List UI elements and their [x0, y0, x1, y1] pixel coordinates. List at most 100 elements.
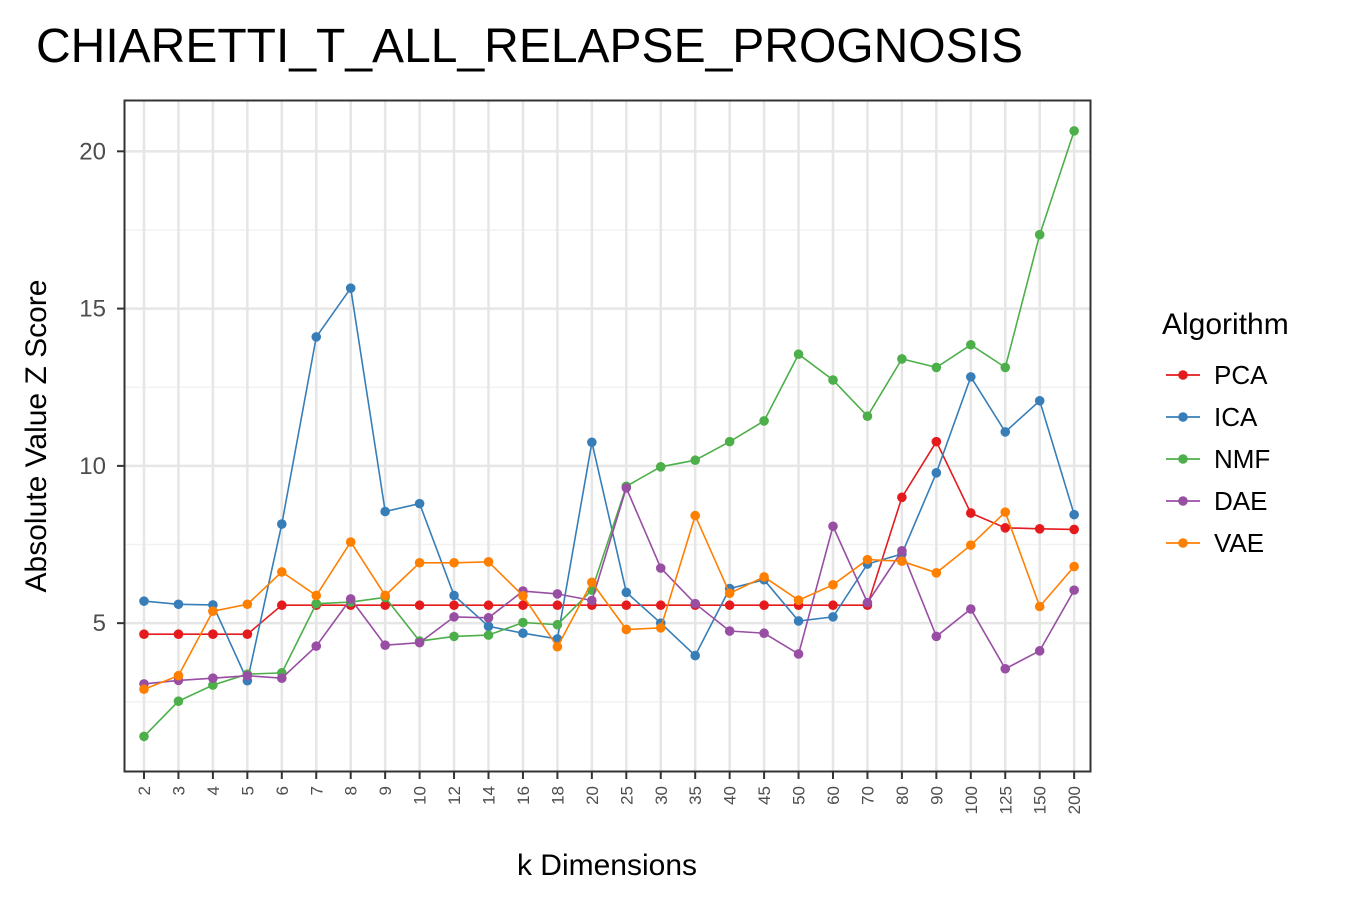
data-point [173, 696, 184, 706]
x-tick-label: 18 [548, 786, 567, 805]
y-tick-label: 20 [79, 138, 106, 165]
y-tick-label: 5 [93, 610, 106, 637]
chart-title: CHIARETTI_T_ALL_RELAPSE_PROGNOSIS [36, 20, 1023, 73]
data-point [655, 600, 666, 611]
data-point [345, 594, 356, 604]
data-point [655, 462, 666, 472]
data-point [449, 557, 459, 568]
data-point [966, 372, 976, 382]
data-point [345, 537, 356, 547]
data-point [793, 349, 804, 360]
data-point [380, 600, 390, 611]
data-point [380, 590, 390, 601]
data-point [793, 595, 804, 605]
x-tick-label: 25 [617, 786, 636, 805]
x-axis: 2 3 4 5 6 7 8 9 10 12 14 16 18 20 25 30 35 40 45 50 60 70 80 90… [135, 772, 1084, 814]
x-tick-label: 30 [652, 786, 671, 805]
data-point [173, 670, 184, 681]
x-tick-label: 8 [342, 786, 361, 795]
data-point [311, 598, 322, 609]
data-point [862, 411, 873, 421]
data-point [862, 597, 873, 608]
data-point [139, 731, 149, 742]
data-point [242, 629, 253, 639]
data-point [897, 556, 907, 566]
x-tick-label: 6 [273, 786, 292, 795]
data-point [621, 624, 632, 635]
data-point [1000, 427, 1011, 437]
x-axis-title: k Dimensions [517, 849, 697, 882]
data-point [828, 600, 838, 611]
x-tick-label: 12 [445, 786, 464, 805]
legend-label: DAE [1214, 486, 1267, 516]
legend-item-nmf: NMF [1166, 444, 1270, 474]
data-point [242, 670, 253, 681]
data-point [173, 599, 184, 610]
data-point [931, 631, 942, 642]
x-tick-label: 150 [1031, 786, 1050, 814]
legend-item-pca: PCA [1166, 360, 1268, 390]
x-tick-label: 14 [480, 786, 499, 805]
data-point [587, 437, 597, 448]
data-point [1069, 126, 1079, 136]
data-point [414, 600, 425, 611]
data-point [724, 436, 735, 447]
data-point [1000, 362, 1011, 373]
data-point [1000, 663, 1011, 674]
legend-key-point [1178, 412, 1188, 422]
x-tick-label: 70 [858, 786, 877, 805]
data-point [208, 606, 218, 617]
data-point [966, 540, 976, 550]
data-point [655, 623, 666, 633]
series-line [143, 286, 1075, 684]
data-point [139, 629, 149, 639]
series-ica [139, 283, 1079, 686]
data-point [311, 332, 322, 342]
data-point [449, 590, 459, 601]
legend-title: Algorithm [1162, 308, 1289, 341]
data-point [759, 628, 769, 639]
data-point [897, 492, 907, 503]
legend-key-point [1178, 454, 1188, 464]
y-tick-label: 15 [79, 296, 106, 323]
data-point [449, 631, 459, 642]
legend-item-ica: ICA [1166, 402, 1258, 432]
data-point [277, 567, 287, 577]
x-tick-label: 40 [721, 786, 740, 805]
x-tick-label: 60 [824, 786, 843, 805]
data-point [793, 616, 804, 626]
x-tick-label: 9 [376, 786, 395, 795]
data-point [724, 600, 735, 611]
data-point [690, 598, 700, 609]
data-point [1069, 524, 1079, 535]
x-tick-label: 100 [962, 786, 981, 814]
data-point [1034, 601, 1045, 612]
data-point [897, 546, 907, 556]
y-axis: 5 10 15 20 [79, 138, 124, 637]
series-layer [139, 126, 1079, 742]
series-line [143, 510, 1075, 690]
data-point [518, 617, 528, 628]
x-tick-label: 4 [204, 786, 223, 795]
data-point [277, 600, 287, 611]
data-point [242, 599, 253, 610]
data-point [587, 595, 597, 606]
data-point [380, 640, 390, 650]
data-point [345, 283, 356, 293]
data-point [483, 613, 494, 623]
data-point [931, 362, 942, 373]
data-point [449, 612, 459, 622]
data-point [414, 557, 425, 568]
data-point [621, 483, 632, 493]
data-point [414, 498, 425, 509]
data-point [759, 572, 769, 582]
data-point [724, 626, 735, 636]
y-tick-label: 10 [79, 453, 106, 480]
data-point [277, 673, 287, 684]
x-tick-label: 2 [135, 786, 154, 795]
series-line [143, 130, 1075, 737]
data-point [1034, 229, 1045, 240]
data-point [862, 554, 873, 565]
x-tick-label: 200 [1065, 786, 1084, 814]
x-tick-label: 50 [790, 786, 809, 805]
